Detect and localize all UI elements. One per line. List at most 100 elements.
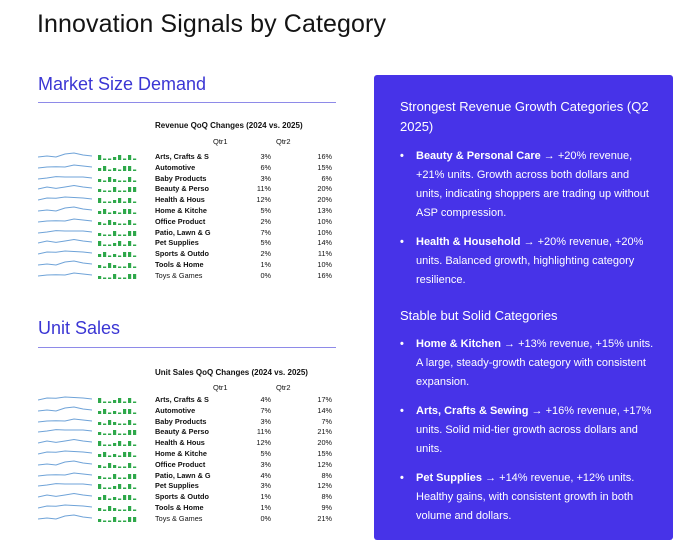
mini-bar <box>108 169 112 171</box>
mini-bar <box>118 212 122 214</box>
mini-bar <box>98 232 102 236</box>
mini-bar <box>118 223 122 225</box>
mini-bar <box>98 475 102 479</box>
mini-bar <box>133 255 137 258</box>
mini-bar <box>133 158 137 160</box>
insight-text: → +14% revenue, +12% units. Healthy gain… <box>416 472 635 522</box>
mini-bar <box>113 497 117 501</box>
sparkline <box>38 239 92 244</box>
category-label: Patio, Lawn & G <box>155 470 211 480</box>
market-col-qtr1: Qtr1 <box>213 137 228 146</box>
mini-bar <box>113 167 117 171</box>
table-row: Arts, Crafts & S 3% 16% <box>38 151 338 162</box>
mini-bar <box>128 484 132 490</box>
table-row: Office Product 3% 12% <box>38 459 338 470</box>
mini-bar <box>98 254 102 258</box>
qtr1-value: 0% <box>260 270 271 280</box>
qtr1-value: 0% <box>260 513 271 523</box>
mini-bar-chart <box>98 252 137 258</box>
qtr1-value: 2% <box>260 249 271 259</box>
mini-bar <box>123 244 127 247</box>
insight-category: Arts, Crafts & Sewing <box>416 405 529 417</box>
insight-category: Pet Supplies <box>416 472 483 484</box>
mini-bar-chart <box>98 473 137 479</box>
sparkline <box>38 439 92 444</box>
mini-bar <box>108 176 112 182</box>
mini-bar <box>98 241 102 247</box>
mini-bar <box>103 401 107 403</box>
mini-bar <box>113 187 117 193</box>
mini-bar-chart <box>98 273 137 279</box>
mini-bar <box>118 509 122 511</box>
mini-bar <box>113 254 117 258</box>
mini-bar-chart <box>98 155 137 160</box>
mini-bar-chart <box>98 208 137 214</box>
mini-bar <box>113 464 117 468</box>
mini-bar <box>118 498 122 501</box>
mini-bar <box>103 180 107 182</box>
mini-bar <box>123 266 127 268</box>
mini-bar-chart <box>98 398 137 403</box>
table-row: Tools & Home 1% 9% <box>38 502 338 513</box>
mini-bar <box>118 255 122 258</box>
mini-bar <box>118 520 122 522</box>
category-label: Patio, Lawn & G <box>155 227 211 237</box>
category-label: Pet Supplies <box>155 238 199 248</box>
sparkline <box>38 196 92 201</box>
mini-bar <box>113 421 117 425</box>
table-row: Beauty & Perso 11% 20% <box>38 183 338 194</box>
table-row: Patio, Lawn & G 7% 10% <box>38 227 338 238</box>
sparkline <box>38 460 92 466</box>
mini-bar <box>128 230 132 236</box>
mini-bar <box>108 201 112 204</box>
mini-bar <box>113 200 117 204</box>
mini-bar <box>133 455 137 457</box>
mini-bar <box>128 462 132 468</box>
table-row: Automotive 6% 15% <box>38 162 338 173</box>
mini-bar <box>133 244 137 247</box>
mini-bar <box>118 266 122 268</box>
mini-bar <box>133 266 137 268</box>
units-table-title: Unit Sales QoQ Changes (2024 vs. 2025) <box>155 368 308 377</box>
sparkline <box>38 152 92 158</box>
units-section-title: Unit Sales <box>38 318 121 338</box>
table-row: Toys & Games 0% 16% <box>38 270 338 281</box>
mini-bar-chart <box>98 165 137 171</box>
units-col-qtr2: Qtr2 <box>276 383 291 392</box>
mini-bar <box>113 264 117 268</box>
mini-bar <box>113 516 117 522</box>
sparkline <box>38 229 92 234</box>
mini-bar <box>103 201 107 204</box>
insight-text: → +20% revenue, +21% units. Growth acros… <box>416 150 649 219</box>
mini-bar <box>123 190 127 193</box>
mini-bar <box>103 244 107 247</box>
category-label: Arts, Crafts & S <box>155 152 209 161</box>
table-row: Patio, Lawn & G 4% 8% <box>38 470 338 481</box>
mini-bar <box>103 451 107 457</box>
mini-bar <box>123 433 127 436</box>
category-label: Pet Supplies <box>155 481 199 491</box>
mini-bar <box>123 477 127 479</box>
mini-bar <box>98 432 102 436</box>
mini-bar <box>123 495 127 501</box>
mini-bar <box>113 210 117 214</box>
qtr1-value: 2% <box>260 216 271 226</box>
mini-bar <box>113 443 117 447</box>
qtr2-value: 14% <box>317 405 332 415</box>
mini-bar <box>103 277 107 279</box>
qtr2-value: 9% <box>321 502 332 512</box>
mini-bar <box>128 408 132 414</box>
mini-bar <box>133 444 137 447</box>
mini-bar <box>103 433 107 436</box>
mini-bar <box>133 412 137 414</box>
mini-bar <box>123 509 127 511</box>
mini-bar-chart <box>98 230 137 236</box>
mini-bar <box>128 176 132 182</box>
mini-bar <box>123 252 127 258</box>
mini-bar <box>128 441 132 447</box>
mini-bar <box>123 277 127 279</box>
mini-bar <box>108 158 112 160</box>
qtr1-value: 5% <box>260 238 271 248</box>
mini-bar <box>108 262 112 268</box>
sparkline <box>38 164 92 169</box>
